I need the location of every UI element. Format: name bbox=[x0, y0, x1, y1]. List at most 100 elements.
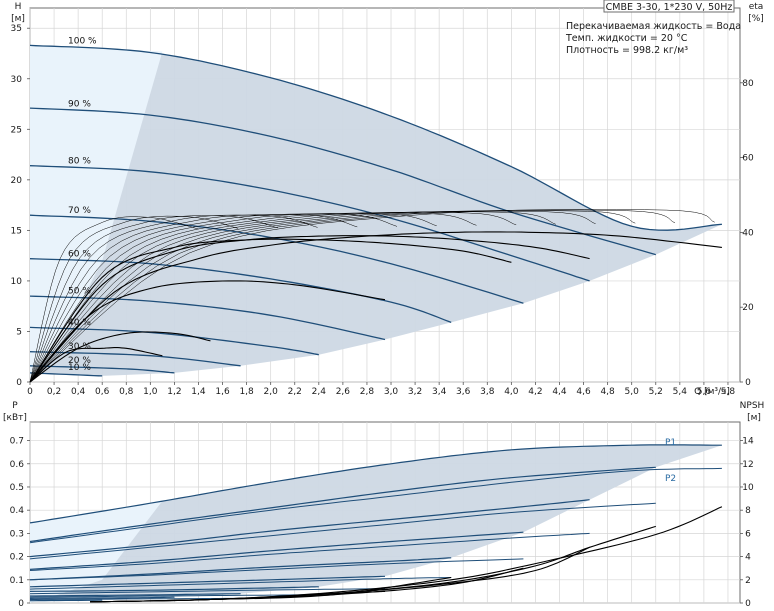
eta-detail-curve bbox=[29, 214, 318, 383]
p1-curve bbox=[29, 444, 722, 524]
eta-detail-curve bbox=[29, 211, 556, 383]
eta-detail-curve bbox=[29, 210, 636, 383]
head-y-tick-label: 35 bbox=[11, 24, 22, 34]
head-axes: 0 0,2 0,4 0,6 0,8 1,0 1,2 1,4 1,6 1,8 2,0 2,2 2,4 2,6… bbox=[11, 24, 754, 397]
power-y-axis-unit: [кВт] bbox=[3, 413, 27, 423]
p2-curve bbox=[29, 502, 656, 560]
p1-curve bbox=[30, 593, 241, 597]
speed-label: 20 % bbox=[68, 356, 91, 366]
eta-detail-curve bbox=[29, 213, 437, 383]
speed-label: 80 % bbox=[68, 157, 91, 167]
head-y-axis-unit: [м] bbox=[11, 14, 25, 24]
p2-curve bbox=[29, 577, 452, 590]
eta-curve bbox=[29, 238, 512, 383]
x-tick-label: 2,0 bbox=[264, 387, 279, 397]
speed-labels: 100 % 90 % 80 % 70 % 60 % 50 % 40 % 30 % 20 %10 … bbox=[68, 37, 97, 373]
x-tick-label: 4,0 bbox=[504, 387, 519, 397]
x-tick-label: 1,6 bbox=[215, 387, 230, 397]
npsh-tick-label: 14 bbox=[742, 437, 754, 447]
p1-curve bbox=[29, 586, 319, 592]
x-tick-label: 2,2 bbox=[288, 387, 302, 397]
npsh-tick-label: 8 bbox=[745, 506, 751, 516]
speed-label: 30 % bbox=[68, 342, 91, 352]
head-y-tick-label: 20 bbox=[11, 176, 23, 186]
x-tick-label: 5,6 bbox=[697, 387, 712, 397]
power-axes: 0 0.1 0.2 0.3 0.4 0.5 0.6 0.7 0 2 4 6 8 10 12 14 bbox=[10, 437, 754, 609]
p2-curve bbox=[29, 532, 590, 571]
model-title-box bbox=[603, 0, 735, 13]
eta-detail-curve bbox=[29, 209, 715, 383]
x-tick-label: 2,6 bbox=[336, 387, 351, 397]
eta-tick-label: 60 bbox=[742, 154, 754, 164]
power-y-tick-label: 0.2 bbox=[10, 553, 24, 563]
head-y-tick-label: 0 bbox=[16, 378, 22, 388]
npsh-axis-unit: [м] bbox=[747, 413, 761, 423]
x-tick-label: 3,6 bbox=[456, 387, 471, 397]
npsh-tick-label: 10 bbox=[742, 483, 754, 493]
x-tick-label: 3,4 bbox=[432, 387, 447, 397]
x-tick-label: 1,4 bbox=[191, 387, 206, 397]
x-tick-label: 4,4 bbox=[552, 387, 567, 397]
temperature-info: Темп. жидкости = 20 °C bbox=[565, 33, 688, 44]
eta-axis-label: eta bbox=[749, 2, 764, 12]
head-panel: 0 0,2 0,4 0,6 0,8 1,0 1,2 1,4 1,6 1,8 2,0 2,2 2,4 2,6… bbox=[11, 0, 764, 397]
x-tick-label: 0,8 bbox=[119, 387, 134, 397]
power-y-tick-label: 0.5 bbox=[10, 483, 24, 493]
power-curves bbox=[29, 444, 722, 602]
speed-label: 90 % bbox=[68, 99, 91, 109]
x-tick-label: 4,8 bbox=[600, 387, 615, 397]
head-curve bbox=[29, 44, 722, 231]
flow-axis-label: Q [м³/ч] bbox=[694, 387, 730, 397]
eta-detail-curve bbox=[29, 210, 596, 383]
speed-label: 50 % bbox=[68, 287, 91, 297]
eta-curve bbox=[29, 331, 211, 383]
speed-label: 40 % bbox=[68, 318, 91, 328]
x-tick-label: 3,0 bbox=[384, 387, 399, 397]
head-y-tick-label: 5 bbox=[16, 327, 22, 337]
x-tick-label: 3,8 bbox=[480, 387, 495, 397]
speed-label: 60 % bbox=[68, 249, 91, 259]
power-y-tick-label: 0.7 bbox=[10, 437, 24, 447]
x-tick-label: 5,4 bbox=[673, 387, 688, 397]
x-tick-label: 1,0 bbox=[143, 387, 158, 397]
power-y-tick-label: 0.6 bbox=[10, 460, 25, 470]
eta-curve bbox=[29, 280, 386, 383]
x-tick-label: 4,6 bbox=[576, 387, 591, 397]
head-curve bbox=[29, 165, 590, 282]
x-tick-label: 5,0 bbox=[625, 387, 640, 397]
eta-detail-curve bbox=[29, 216, 199, 383]
head-y-tick-label: 30 bbox=[11, 75, 23, 85]
power-operating-envelope bbox=[30, 444, 722, 603]
speed-label: 10 % bbox=[68, 363, 91, 373]
x-tick-label: 1,2 bbox=[167, 387, 181, 397]
npsh-axis-label: NPSH bbox=[740, 401, 765, 411]
eta-detail-curve bbox=[29, 214, 358, 383]
p2-curve bbox=[29, 558, 524, 581]
speed-label: 70 % bbox=[68, 206, 91, 216]
power-y-tick-label: 0 bbox=[18, 599, 24, 609]
eta-tick-label: 20 bbox=[742, 303, 754, 313]
x-tick-label: 0,6 bbox=[95, 387, 110, 397]
x-tick-label: 2,8 bbox=[360, 387, 375, 397]
npsh-tick-label: 0 bbox=[745, 599, 751, 609]
head-y-axis-label: H bbox=[15, 2, 22, 12]
power-y-axis-label: P bbox=[12, 401, 18, 411]
eta-detail-curve bbox=[29, 212, 477, 383]
p1-curve bbox=[29, 596, 175, 599]
power-y-tick-label: 0.3 bbox=[10, 529, 24, 539]
x-tick-label: 4,2 bbox=[528, 387, 542, 397]
eta-tick-label: 40 bbox=[742, 228, 754, 238]
p1-curve bbox=[29, 466, 656, 543]
eta-curve bbox=[29, 235, 590, 383]
p1-curve bbox=[29, 499, 590, 558]
power-panel: 0 0.1 0.2 0.3 0.4 0.5 0.6 0.7 0 2 4 6 8 10 12 14 P [кВт… bbox=[3, 401, 764, 609]
x-tick-label: 5,2 bbox=[649, 387, 663, 397]
head-y-tick-label: 25 bbox=[11, 125, 22, 135]
npsh-tick-label: 6 bbox=[745, 529, 751, 539]
series-label-p1: P1 bbox=[665, 438, 676, 448]
p1-curve bbox=[29, 531, 524, 570]
npsh-tick-label: 12 bbox=[742, 460, 753, 470]
eta-tick-label: 80 bbox=[742, 79, 754, 89]
p1-curve bbox=[29, 575, 386, 588]
